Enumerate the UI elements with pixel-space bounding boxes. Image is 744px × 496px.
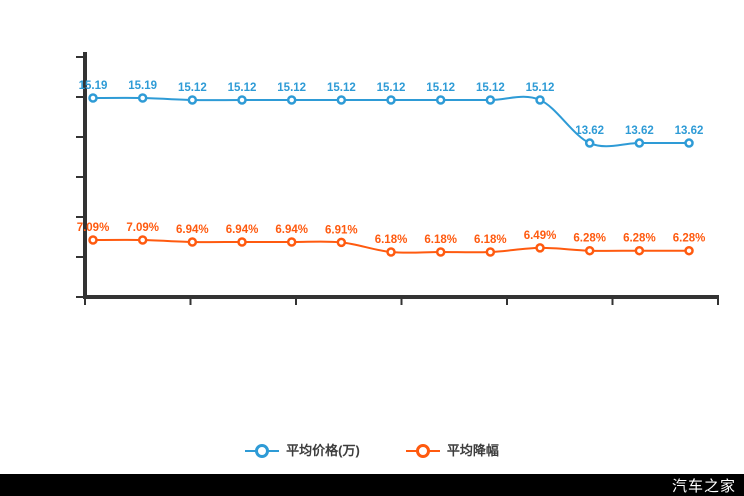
series-0-value-label: 15.19 <box>79 80 108 92</box>
series-0-point[interactable] <box>435 95 446 105</box>
series-0-value-label: 13.62 <box>675 125 704 137</box>
series-1-value-label: 6.94% <box>226 224 259 236</box>
series-layer: 15.19 15.19 15.12 15.12 15.12 15.12 15.12 15.12… <box>77 80 706 257</box>
chart-plot-area: 15.19 15.19 15.12 15.12 15.12 15.12 15.12 15.12… <box>76 52 719 305</box>
series-0-value-label: 15.12 <box>377 82 406 94</box>
series-1-point[interactable] <box>684 245 694 256</box>
series-0-point[interactable] <box>634 138 645 148</box>
series-1-point[interactable] <box>634 245 645 256</box>
series-0-point[interactable] <box>386 95 396 105</box>
line-chart-canvas: 15.19 15.19 15.12 15.12 15.12 15.12 15.12 15.12… <box>76 52 719 305</box>
series-1-value-label: 6.28% <box>673 233 706 245</box>
series-1-value-label: 6.91% <box>325 224 358 236</box>
series-1-point[interactable] <box>336 237 347 248</box>
series-0-point[interactable] <box>137 93 148 103</box>
series-1-point[interactable] <box>286 237 297 247</box>
series-1-value-label: 6.18% <box>375 234 408 246</box>
series-0-value-label: 15.19 <box>128 80 157 92</box>
series-1-value-label: 6.18% <box>424 234 457 246</box>
series-0-point[interactable] <box>286 95 297 105</box>
legend-marker-line-icon <box>245 443 280 459</box>
series-1-value-label: 6.94% <box>176 224 209 236</box>
series-1-point[interactable] <box>485 247 496 257</box>
legend-item-average-price[interactable]: 平均价格(万) <box>245 443 360 459</box>
series-1-point[interactable] <box>386 247 396 257</box>
series-0-value-label: 15.12 <box>228 82 257 94</box>
legend-label-average-discount: 平均降幅 <box>446 443 499 458</box>
y-axis-ticks <box>76 56 83 298</box>
series-0-value-label: 13.62 <box>625 125 654 137</box>
series-0-point[interactable] <box>535 95 545 105</box>
series-1-group: 7.09% 7.09% 6.94% 6.94% 6.94% 6.91% 6.18% 6.18%… <box>77 222 706 257</box>
series-0-point[interactable] <box>88 93 98 103</box>
series-0-value-label: 15.12 <box>476 82 505 94</box>
series-0-value-label: 13.62 <box>575 125 604 137</box>
watermark-text: 汽车之家 <box>671 477 736 495</box>
series-1-point[interactable] <box>137 235 148 245</box>
series-1-point[interactable] <box>535 243 545 253</box>
series-1-value-label: 6.49% <box>524 230 557 242</box>
series-1-point[interactable] <box>435 247 446 257</box>
series-1-point[interactable] <box>584 245 595 256</box>
legend-item-average-discount[interactable]: 平均降幅 <box>405 443 499 459</box>
series-1-point[interactable] <box>237 237 247 247</box>
series-0-point[interactable] <box>237 95 247 105</box>
series-1-value-label: 7.09% <box>77 222 110 234</box>
series-1-value-label: 6.18% <box>474 234 507 246</box>
series-1-point[interactable] <box>88 235 98 245</box>
series-0-value-label: 15.12 <box>426 82 455 94</box>
series-1-value-label: 6.94% <box>275 224 308 236</box>
series-0-point[interactable] <box>584 138 595 148</box>
legend-marker-line-icon <box>405 443 440 459</box>
y-axis <box>76 52 87 299</box>
series-0-value-label: 15.12 <box>327 82 356 94</box>
series-0-value-label: 15.12 <box>277 82 306 94</box>
series-0-value-label: 15.12 <box>178 82 207 94</box>
series-0-point[interactable] <box>336 95 347 105</box>
series-0-point[interactable] <box>485 95 496 105</box>
legend-label-average-price: 平均价格(万) <box>286 443 360 458</box>
series-1-point[interactable] <box>187 237 198 247</box>
series-1-value-label: 6.28% <box>573 233 606 245</box>
watermark-bar: 汽车之家 <box>0 474 744 496</box>
series-0-group: 15.19 15.19 15.12 15.12 15.12 15.12 15.12 15.12… <box>79 80 704 148</box>
x-axis-ticks <box>84 299 719 305</box>
series-0-point[interactable] <box>187 95 198 105</box>
x-axis <box>83 295 719 305</box>
series-0-value-label: 15.12 <box>526 82 555 94</box>
series-1-value-label: 6.28% <box>623 233 656 245</box>
series-1-value-label: 7.09% <box>126 222 159 234</box>
series-0-point[interactable] <box>684 138 694 148</box>
chart-legend: 平均价格(万) 平均降幅 <box>0 438 744 464</box>
